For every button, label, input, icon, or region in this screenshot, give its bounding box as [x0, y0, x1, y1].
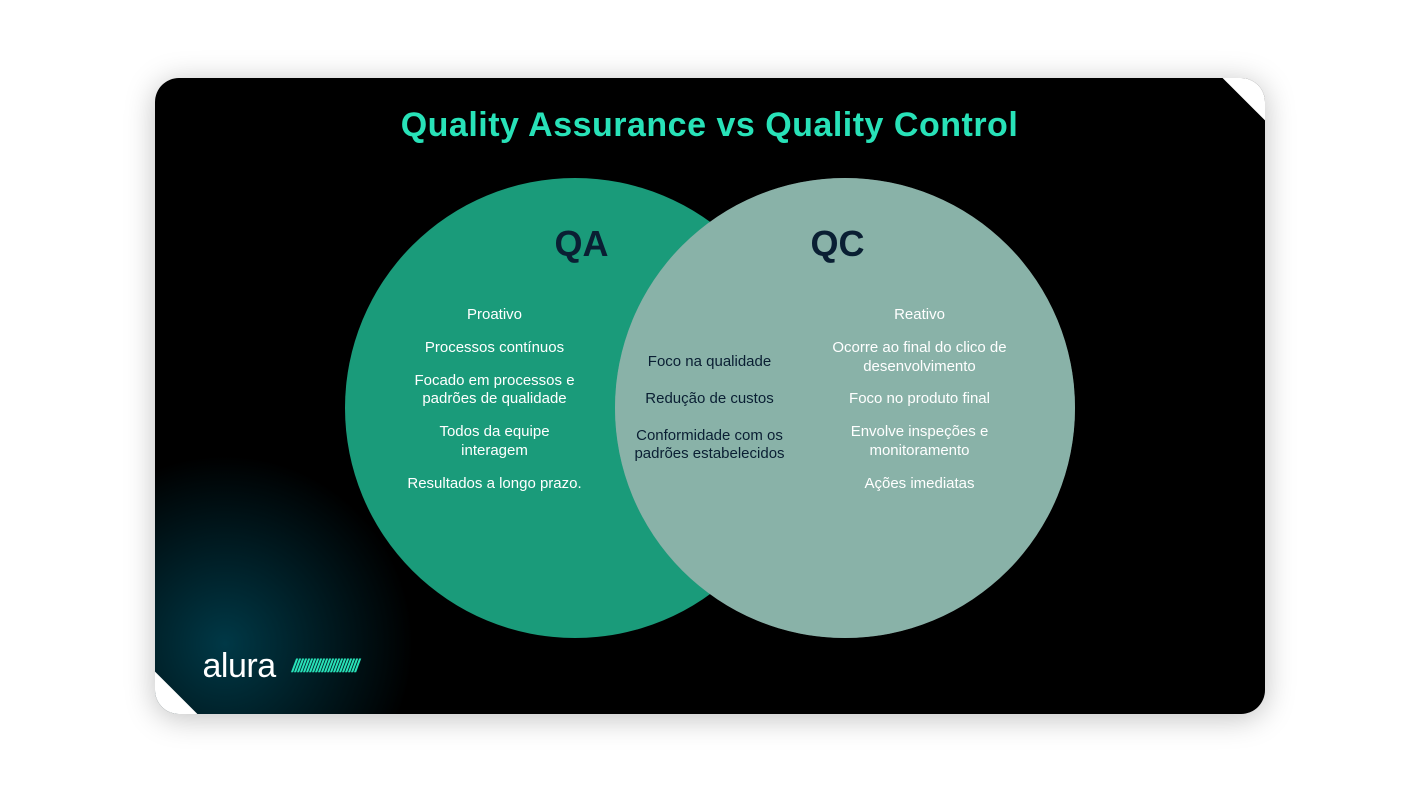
qc-item: Envolve inspeções e monitoramento	[825, 423, 1015, 461]
diagram-title: Quality Assurance vs Quality Control	[155, 106, 1265, 145]
venn-items-intersection: Foco na qualidade Redução de custos Conf…	[620, 353, 800, 464]
venn-label-qc: QC	[811, 223, 865, 265]
qc-item: Ocorre ao final do clico de desenvolvime…	[825, 339, 1015, 377]
intersection-item: Redução de custos	[645, 390, 773, 409]
venn-items-right: Reativo Ocorre ao final do clico de dese…	[825, 306, 1015, 493]
qc-item: Ações imediatas	[864, 475, 974, 494]
venn-label-qa: QA	[555, 223, 609, 265]
venn-items-left: Proativo Processos contínuos Focado em p…	[405, 306, 585, 493]
qa-item: Focado em processos e padrões de qualida…	[405, 372, 585, 410]
intersection-item: Foco na qualidade	[648, 353, 771, 372]
brand-slashes-decoration: //////////////////////	[292, 656, 358, 677]
brand-logo-text: alura	[203, 647, 276, 686]
qc-item: Foco no produto final	[849, 390, 990, 409]
qa-item: Proativo	[467, 306, 522, 325]
brand-footer: alura //////////////////////	[203, 647, 358, 686]
qa-item: Resultados a longo prazo.	[407, 475, 581, 494]
qc-item: Reativo	[894, 306, 945, 325]
qa-item: Processos contínuos	[425, 339, 564, 358]
venn-diagram: QA QC Proativo Processos contínuos Focad…	[345, 178, 1075, 638]
diagram-card: Quality Assurance vs Quality Control QA …	[155, 78, 1265, 714]
intersection-item: Conformidade com os padrões estabelecido…	[620, 427, 800, 465]
qa-item: Todos da equipe interagem	[405, 423, 585, 461]
